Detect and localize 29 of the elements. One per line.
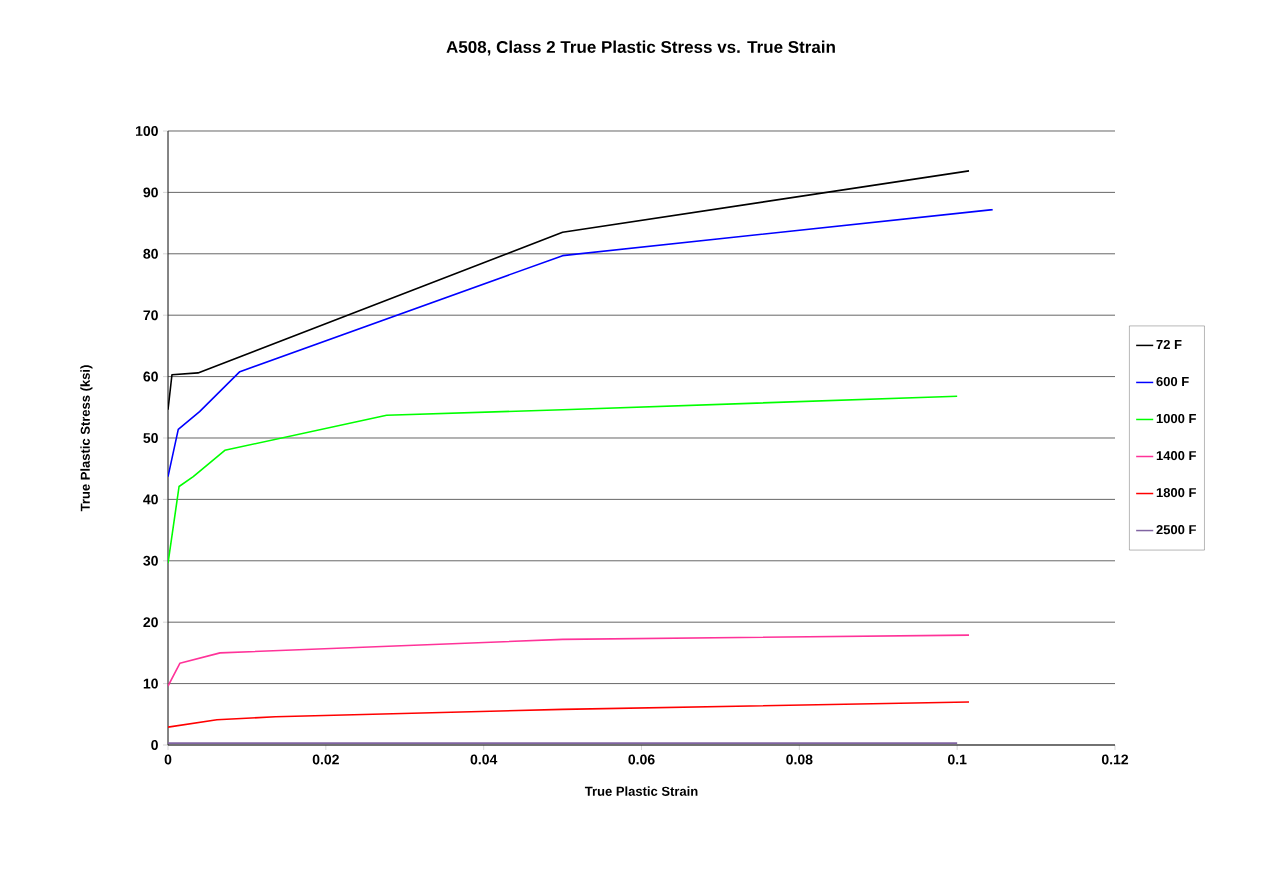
y-tick-label: 20: [143, 617, 158, 628]
x-tick-label: 0: [164, 754, 172, 765]
x-axis-title: True Plastic Strain: [584, 786, 698, 796]
legend-label: 1800 F: [1156, 488, 1196, 498]
x-tick-label: 0.04: [470, 754, 498, 765]
y-tick-label: 100: [136, 126, 158, 136]
x-tick-label: 0.12: [1101, 754, 1129, 765]
legend-label: 2500 F: [1156, 525, 1196, 535]
x-tick-label: 0.02: [312, 754, 339, 765]
y-tick-label: 60: [143, 371, 158, 382]
y-tick-label: 40: [143, 494, 158, 505]
x-tick-label: 0.06: [628, 754, 655, 765]
y-tick-label: 90: [143, 187, 158, 198]
legend-label: 1000 F: [1156, 413, 1196, 424]
y-axis-title: True Plastic Stress (ksi): [80, 365, 93, 512]
y-tick-label: 10: [143, 678, 158, 689]
y-tick-label: 50: [143, 433, 158, 443]
line-series: [168, 634, 970, 687]
x-tick-label: 0.08: [786, 754, 813, 765]
y-tick-label: 0: [151, 740, 158, 750]
legend-label: 600 F: [1156, 376, 1189, 387]
y-tick-label: 80: [143, 248, 158, 259]
legend-label: 1400 F: [1156, 450, 1196, 461]
legend-label: 72 F: [1156, 339, 1182, 349]
y-tick-label: 30: [143, 555, 158, 566]
x-tick-label: 0.1: [947, 754, 967, 765]
line-series: [168, 701, 970, 728]
chart-title: A508, Class 2 True Plastic Stress vs. True Strain: [446, 40, 835, 56]
y-tick-label: 70: [143, 310, 158, 321]
